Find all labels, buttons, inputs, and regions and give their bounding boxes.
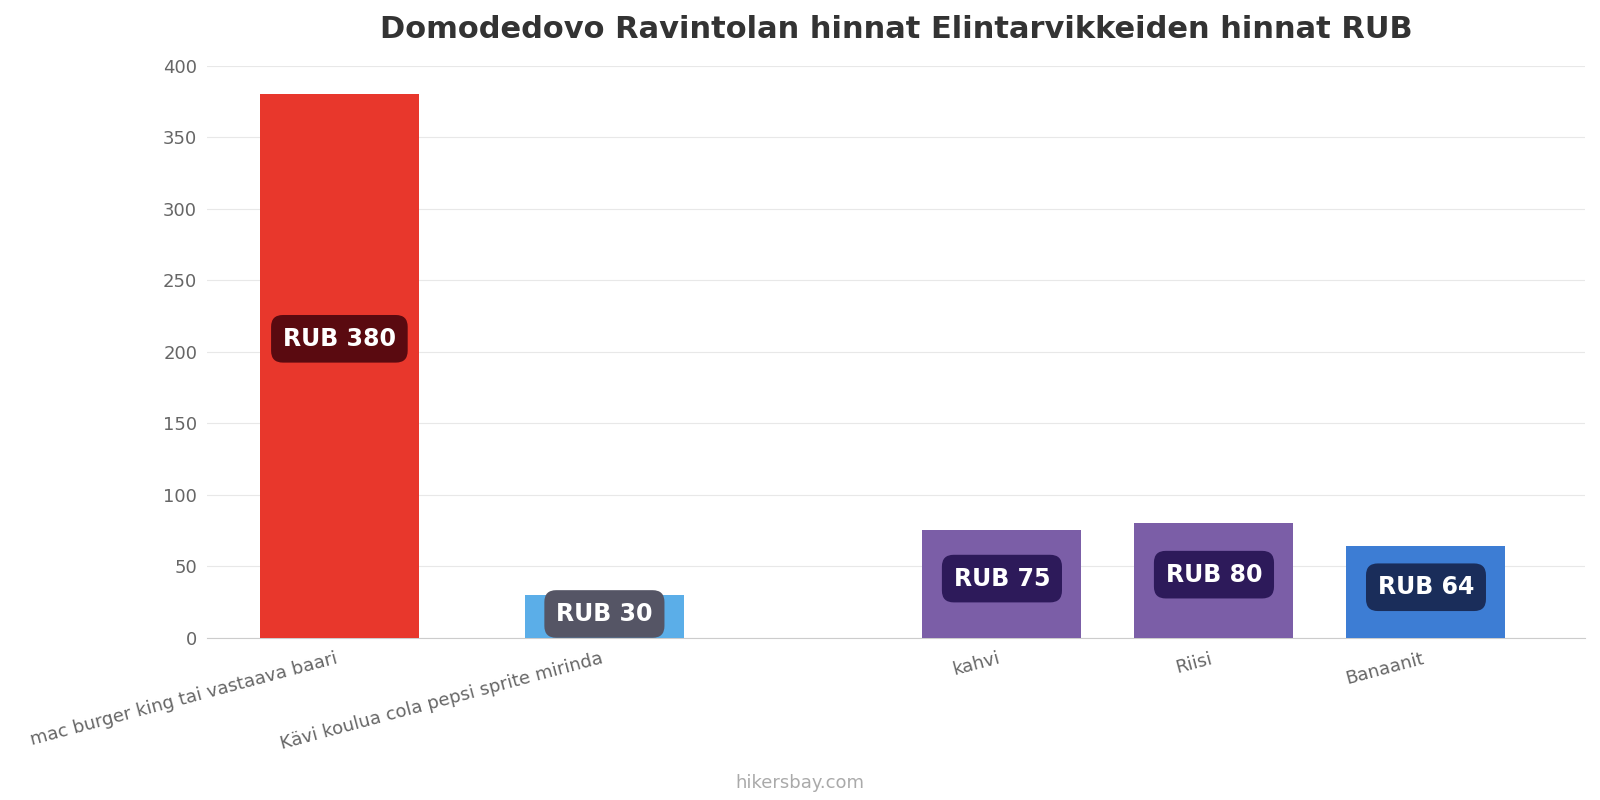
- Title: Domodedovo Ravintolan hinnat Elintarvikkeiden hinnat RUB: Domodedovo Ravintolan hinnat Elintarvikk…: [379, 15, 1413, 44]
- Bar: [259, 94, 419, 638]
- Text: RUB 30: RUB 30: [557, 602, 653, 626]
- Bar: [525, 594, 683, 638]
- Bar: [923, 530, 1082, 638]
- Text: hikersbay.com: hikersbay.com: [736, 774, 864, 792]
- Text: RUB 380: RUB 380: [283, 327, 395, 351]
- Bar: [1347, 546, 1506, 638]
- Bar: [1134, 523, 1293, 638]
- Text: RUB 80: RUB 80: [1166, 562, 1262, 586]
- Text: RUB 75: RUB 75: [954, 566, 1050, 590]
- Text: RUB 64: RUB 64: [1378, 575, 1474, 599]
